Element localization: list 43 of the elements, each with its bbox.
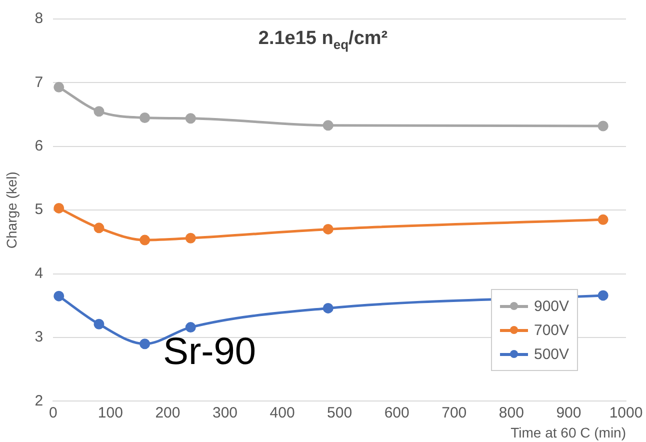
legend-label: 500V [534, 346, 570, 363]
x-tick-label: 300 [212, 404, 238, 422]
x-tick-label: 800 [498, 404, 524, 422]
point [185, 322, 196, 333]
point [94, 318, 104, 330]
y-tick-label: 2 [34, 392, 44, 410]
point [54, 202, 64, 214]
y-tick-label: 3 [34, 328, 44, 346]
y-tick-label: 4 [34, 264, 44, 282]
y-tick-label: 5 [34, 201, 44, 218]
x-tick-label: 100 [98, 404, 123, 422]
x-tick-label: 600 [384, 404, 410, 422]
x-tick-label: 900 [556, 404, 582, 422]
text: 2.1e15 n$_{eq}$/cm² [257, 28, 389, 52]
legend-label: 700V [534, 322, 570, 339]
x-tick-label: 0 [48, 404, 58, 422]
point [140, 112, 150, 123]
annotation: Sr-90 [163, 331, 256, 374]
point [322, 224, 334, 234]
point [598, 214, 608, 225]
y-tick-label: 6 [34, 138, 44, 155]
y-axis-title: Charge (kel) [3, 172, 20, 249]
point [54, 290, 64, 302]
point [185, 113, 196, 124]
point [598, 290, 608, 301]
point [140, 338, 150, 350]
point [54, 82, 64, 92]
point [322, 120, 334, 131]
point [322, 302, 334, 314]
point [598, 120, 608, 132]
x-axis-title: Time at 60 C (min) [510, 424, 626, 440]
x-tick-label: 200 [155, 404, 180, 422]
point [185, 232, 196, 244]
x-tick-label: 700 [442, 404, 467, 422]
legend-label: 900V [534, 298, 570, 315]
point [140, 234, 150, 246]
point [94, 222, 104, 234]
y-tick-label: 8 [34, 10, 44, 28]
x-tick-label: 1000 [609, 404, 643, 422]
x-tick-label: 500 [327, 404, 352, 422]
point [94, 106, 104, 117]
x-tick-label: 400 [270, 404, 295, 422]
y-tick-label: 7 [34, 74, 44, 91]
